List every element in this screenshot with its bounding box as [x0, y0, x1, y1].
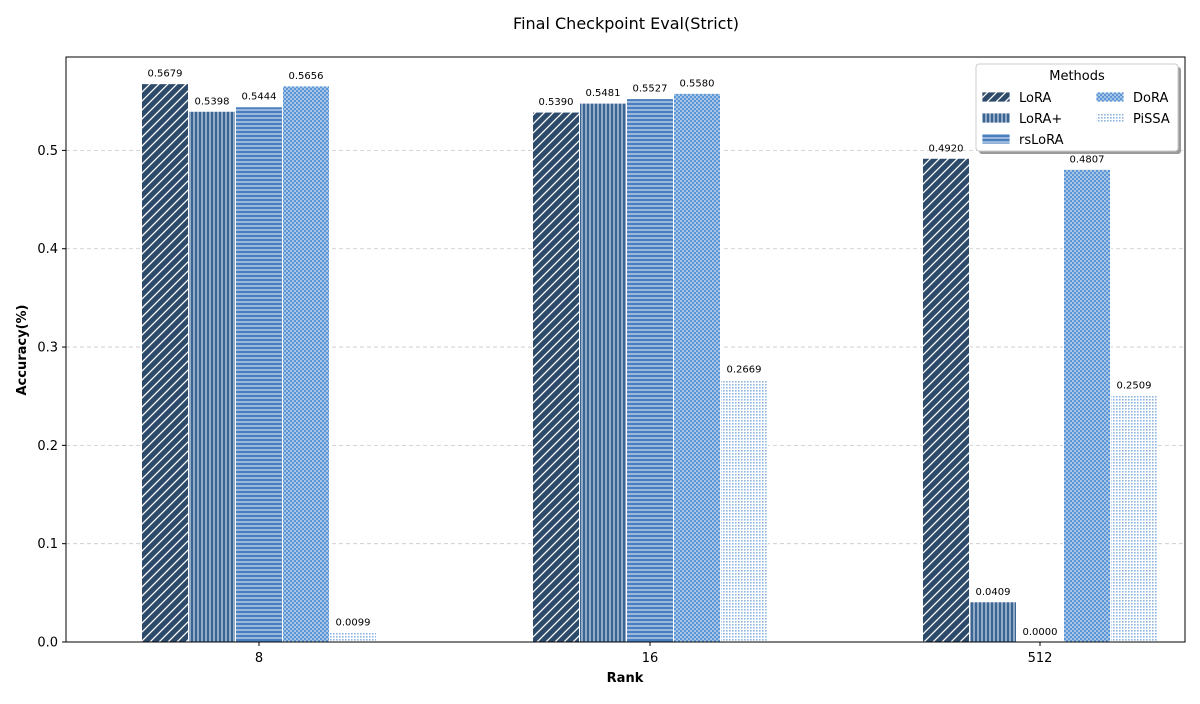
data-label: 0.5527: [633, 84, 668, 95]
bar-lora-512: [922, 157, 970, 643]
legend-swatch: [1095, 112, 1125, 124]
x-tick-label: 8: [255, 651, 263, 666]
data-label: 0.5398: [195, 96, 230, 107]
plot-frame: [65, 56, 1186, 643]
data-label: 0.2669: [727, 365, 762, 376]
data-labels: 0.5679 0.5390 0.4920 0.5398 0.5481 0.0409 0.54…: [148, 69, 1152, 638]
bar-lora-16: [532, 111, 580, 643]
y-axis: 0.0 0.1 0.2 0.3 0.4 0.5: [37, 144, 66, 651]
bar-lora--8: [188, 110, 236, 643]
x-axis-label: Rank: [607, 671, 644, 686]
legend-entry-label: rsLoRA: [1019, 133, 1064, 148]
y-tick-label: 0.4: [37, 242, 58, 257]
y-tick-label: 0.5: [37, 144, 58, 159]
legend-entry-label: DoRA: [1133, 91, 1168, 106]
bar-lora--16: [579, 102, 627, 643]
bar-lora-8: [141, 83, 189, 643]
legend: Methods LoRA LoRA+ rsLoRA DoRA PiSSA: [975, 63, 1181, 154]
chart-title: Final Checkpoint Eval(Strict): [513, 14, 739, 33]
y-tick-label: 0.1: [37, 537, 58, 552]
bar-dora-512: [1063, 168, 1111, 643]
data-label: 0.5444: [242, 92, 277, 103]
legend-title: Methods: [1049, 69, 1105, 84]
data-label: 0.5390: [539, 97, 574, 108]
x-tick-label: 512: [1028, 651, 1053, 666]
y-tick-label: 0.2: [37, 439, 58, 454]
data-label: 0.5679: [148, 69, 183, 80]
data-label: 0.5481: [586, 88, 621, 99]
bar-rslora-16: [626, 98, 674, 643]
y-tick-label: 0.3: [37, 341, 58, 356]
legend-swatch: [981, 133, 1011, 145]
y-axis-label: Accuracy(%): [15, 305, 30, 396]
legend-swatch: [981, 91, 1011, 103]
bar-rslora-8: [235, 106, 283, 643]
legend-swatch: [981, 112, 1011, 124]
bar-pissa-16: [720, 379, 768, 643]
bars: [141, 83, 1158, 643]
legend-entry-label: LoRA+: [1019, 112, 1062, 127]
bar-pissa-8: [329, 631, 377, 643]
bar-dora-8: [282, 85, 330, 643]
bar-lora--512: [969, 601, 1017, 643]
data-label: 0.4920: [929, 143, 964, 154]
x-axis: 8 16 512: [255, 642, 1053, 666]
x-tick-label: 16: [642, 651, 659, 666]
legend-entry-label: LoRA: [1019, 91, 1051, 106]
bar-dora-16: [673, 92, 721, 643]
data-label: 0.0409: [976, 587, 1011, 598]
data-label: 0.0099: [336, 617, 371, 628]
data-label: 0.2509: [1117, 380, 1152, 391]
legend-swatch: [1095, 91, 1125, 103]
legend-box: [975, 63, 1179, 152]
y-tick-label: 0.0: [37, 636, 58, 651]
data-label: 0.0000: [1023, 627, 1058, 638]
data-label: 0.4807: [1070, 154, 1105, 165]
legend-entry-label: PiSSA: [1133, 112, 1170, 127]
bar-pissa-512: [1110, 394, 1158, 643]
data-label: 0.5580: [680, 78, 715, 89]
data-label: 0.5656: [289, 71, 324, 82]
